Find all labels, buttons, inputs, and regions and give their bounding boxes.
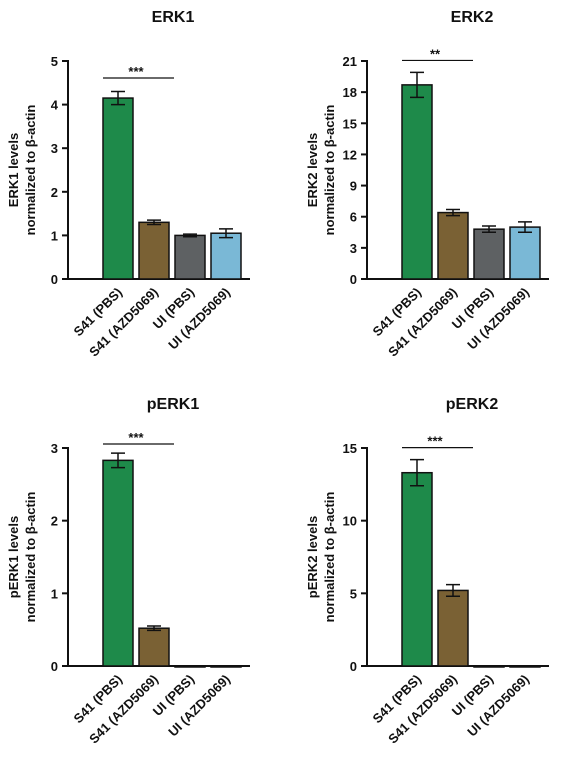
y-axis-label: normalized to β-actin [23,105,38,236]
error-bar [147,625,161,632]
y-tick-label: 2 [51,185,58,200]
y-axis-label: normalized to β-actin [322,492,337,623]
significance-label: *** [427,434,443,449]
y-tick-label: 9 [350,179,357,194]
y-axis-label: pERK2 levels [305,516,320,598]
y-tick-label: 1 [51,228,58,243]
error-bar [111,452,125,469]
bar [401,84,433,280]
error-bar [410,71,424,99]
error-bar [183,233,197,238]
bar [138,627,170,667]
bar [174,234,206,280]
y-axis-label: ERK1 levels [6,133,21,207]
y-tick-label: 10 [343,514,357,529]
y-tick-label: 3 [51,141,58,156]
y-tick-label: 0 [51,272,58,287]
bar [473,228,505,280]
y-tick-label: 18 [343,85,357,100]
y-axis-label: pERK1 levels [6,516,21,598]
error-bar [219,228,233,239]
bar [437,589,469,667]
error-bar [446,583,460,597]
y-tick-label: 15 [343,441,357,456]
panel-title: ERK2 [451,9,494,26]
y-tick-label: 12 [343,147,357,162]
y-tick-label: 5 [350,586,357,601]
y-axis-label: ERK2 levels [305,133,320,207]
y-tick-label: 6 [350,210,357,225]
significance-label: *** [128,430,144,445]
error-bar [482,225,496,234]
significance-label: ** [430,46,441,61]
y-tick-label: 21 [343,54,357,69]
y-tick-label: 5 [51,54,58,69]
bar [138,221,170,280]
y-axis-label: normalized to β-actin [322,105,337,236]
panel-title: ERK1 [152,9,195,26]
panel-title: pERK2 [446,396,499,413]
error-bar [446,208,460,217]
y-tick-label: 15 [343,116,357,131]
y-tick-label: 2 [51,514,58,529]
y-tick-label: 1 [51,586,58,601]
significance-label: *** [128,64,144,79]
bar [509,226,541,280]
bar [437,211,469,280]
error-bar [518,221,532,234]
y-tick-label: 4 [51,98,59,113]
error-bar [147,219,161,226]
error-bar [111,90,125,106]
y-tick-label: 0 [350,659,357,674]
error-bar [410,458,424,487]
y-tick-label: 3 [350,241,357,256]
y-tick-label: 0 [51,659,58,674]
bar [401,471,433,667]
bar [210,232,242,280]
y-tick-label: 0 [350,272,357,287]
bar [102,459,134,667]
panel-title: pERK1 [147,396,200,413]
bar [102,97,134,280]
y-tick-label: 3 [51,441,58,456]
y-axis-label: normalized to β-actin [23,492,38,623]
